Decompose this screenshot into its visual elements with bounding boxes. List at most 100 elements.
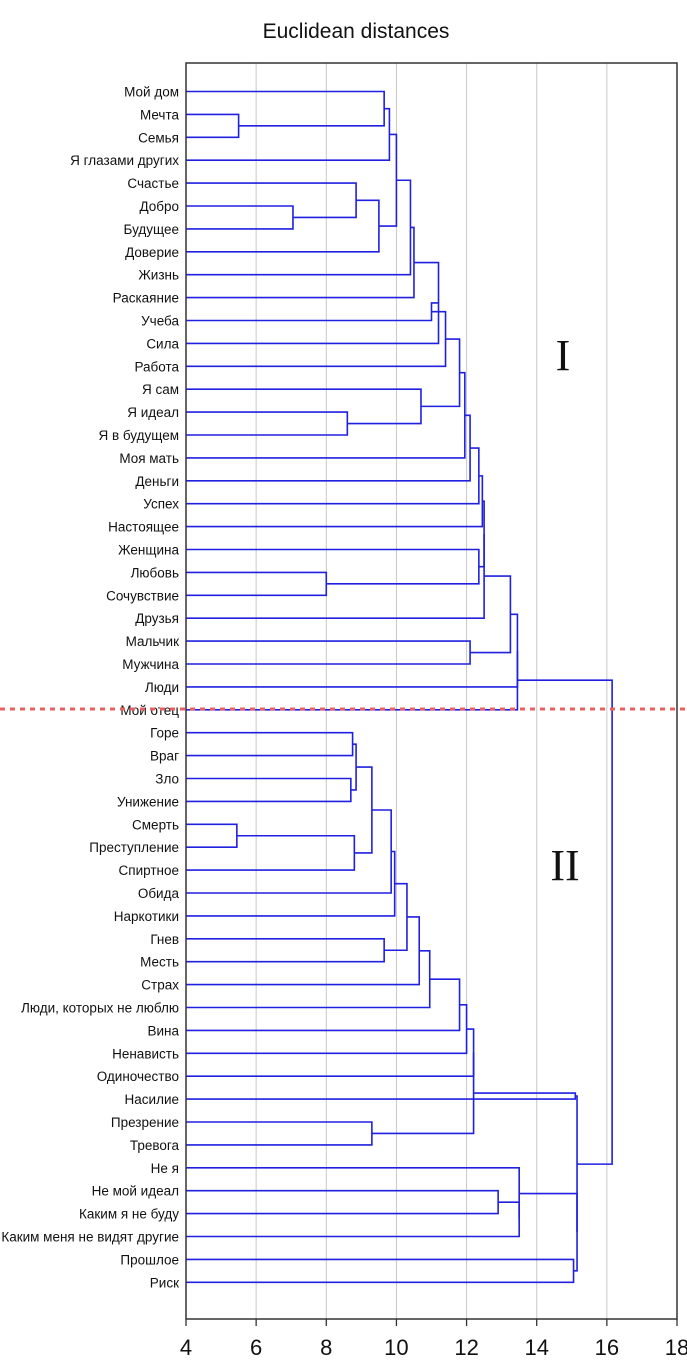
dendrogram-link: [186, 834, 356, 871]
leaf-label: Я сам: [142, 382, 179, 397]
leaf-label: Преступление: [89, 840, 179, 855]
dendrogram-link: [186, 411, 349, 436]
leaf-label: Гнев: [150, 932, 179, 947]
dendrogram-link: [186, 90, 385, 127]
leaf-label: Мальчик: [126, 634, 179, 649]
leaf-label: Деньги: [135, 474, 179, 489]
dendrogram-link: [354, 766, 373, 854]
x-tick-label: 16: [595, 1335, 619, 1360]
dendrogram-link: [186, 1092, 577, 1100]
dendrogram-link: [470, 575, 512, 654]
dendrogram-link: [186, 1003, 468, 1055]
leaf-label: Жизнь: [138, 268, 179, 283]
dendrogram-link: [186, 809, 392, 894]
dendrogram-link: [186, 640, 471, 665]
x-tick-label: 12: [454, 1335, 478, 1360]
dendrogram-link: [186, 1121, 373, 1146]
leaf-label: Обида: [138, 886, 180, 901]
dendrogram-link: [186, 371, 466, 459]
leaf-label: Враг: [150, 749, 179, 764]
leaf-label: Сила: [146, 336, 179, 351]
leaf-label: Я глазами других: [70, 153, 179, 168]
dendrogram-link: [186, 205, 294, 230]
leaf-labels: Мой дом Мечта Семья Я глазами других Счастье…: [1, 85, 179, 1291]
dendrogram-link: [478, 500, 485, 568]
dendrogram-link: [371, 1052, 475, 1135]
leaf-label: Смерть: [132, 817, 179, 832]
dendrogram-link: [186, 182, 357, 219]
x-tick-label: 8: [320, 1335, 332, 1360]
leaf-label: Каким я не буду: [79, 1207, 179, 1222]
dendrogram-link: [186, 414, 471, 482]
leaf-label: Сочувствие: [106, 588, 179, 603]
leaf-label: Унижение: [117, 794, 179, 809]
x-tick-label: 6: [250, 1335, 262, 1360]
leaf-label: Мечта: [140, 107, 180, 122]
leaf-label: Я в будущем: [98, 428, 179, 443]
dendrogram-link: [186, 823, 238, 848]
dendrogram-link: [186, 650, 519, 711]
leaf-label: Наркотики: [114, 909, 179, 924]
leaf-label: Каким меня не видят другие: [1, 1230, 179, 1245]
dendrogram-link: [420, 338, 461, 408]
dendrogram-link: [350, 743, 357, 791]
leaf-label: Раскаяние: [113, 291, 179, 306]
leaf-label: Презрение: [111, 1115, 179, 1130]
x-tick-label: 14: [524, 1335, 548, 1360]
plot-frame: [185, 62, 678, 1320]
dendrogram-link: [186, 107, 391, 161]
leaf-label: Вина: [147, 1023, 179, 1038]
leaf-label: Мужчина: [122, 657, 179, 672]
leaf-label: Работа: [134, 359, 179, 374]
dendrogram-link: [186, 302, 439, 322]
dendrogram-link: [517, 679, 613, 1165]
x-tick-label: 18: [665, 1335, 687, 1360]
leaf-label: Насилие: [125, 1092, 179, 1107]
chart-title: Euclidean distances: [263, 20, 450, 43]
leaf-label: Зло: [155, 772, 179, 787]
dendrogram-link: [186, 1167, 520, 1220]
grid-lines: [255, 63, 608, 1319]
x-tick-label: 4: [180, 1335, 192, 1360]
leaf-label: Горе: [150, 726, 179, 741]
cluster-label-1: I: [556, 331, 571, 380]
leaf-label: Ненависть: [112, 1046, 179, 1061]
dendrogram-link: [186, 850, 396, 917]
dendrogram-link: [186, 1189, 499, 1215]
dendrogram-link: [186, 613, 519, 688]
leaf-label: Мой дом: [124, 85, 179, 100]
dendrogram-links: [186, 90, 613, 1284]
dendrogram-link: [575, 1095, 578, 1233]
dendrogram-link: [378, 133, 398, 227]
leaf-label: Одиночество: [97, 1069, 179, 1084]
dendrogram-link: [186, 475, 484, 528]
leaf-label: Счастье: [127, 176, 179, 191]
dendrogram-link: [186, 533, 485, 619]
cluster-label-2: II: [550, 841, 579, 890]
leaf-label: Не я: [151, 1161, 179, 1176]
dendrogram-link: [186, 949, 431, 1009]
leaf-label: Риск: [150, 1275, 179, 1290]
dendrogram-link: [186, 388, 422, 425]
dendrogram-link: [186, 447, 480, 505]
leaf-label: Страх: [141, 978, 179, 993]
leaf-label: Друзья: [135, 611, 179, 626]
dendrogram-link: [186, 1201, 520, 1238]
leaf-label: Моя мать: [119, 451, 179, 466]
leaf-label: Успех: [143, 497, 179, 512]
leaf-label: Не мой идеал: [92, 1184, 179, 1199]
leaf-label: Добро: [139, 199, 179, 214]
leaf-label: Мой отец: [120, 703, 179, 718]
leaf-label: Люди: [145, 680, 179, 695]
x-tick-label: 10: [384, 1335, 408, 1360]
leaf-label: Месть: [140, 955, 179, 970]
dendrogram-link: [186, 179, 412, 276]
dendrogram-link: [186, 978, 461, 1032]
dendrogram-link: [186, 226, 415, 299]
leaf-label: Настоящее: [108, 520, 179, 535]
x-axis: 4 6 8 10 12 14 16 18: [180, 1319, 687, 1360]
dendrogram-link: [186, 938, 385, 963]
dendrogram-link: [186, 1258, 575, 1284]
leaf-label: Женщина: [118, 543, 179, 558]
dendrogram-link: [186, 731, 354, 757]
